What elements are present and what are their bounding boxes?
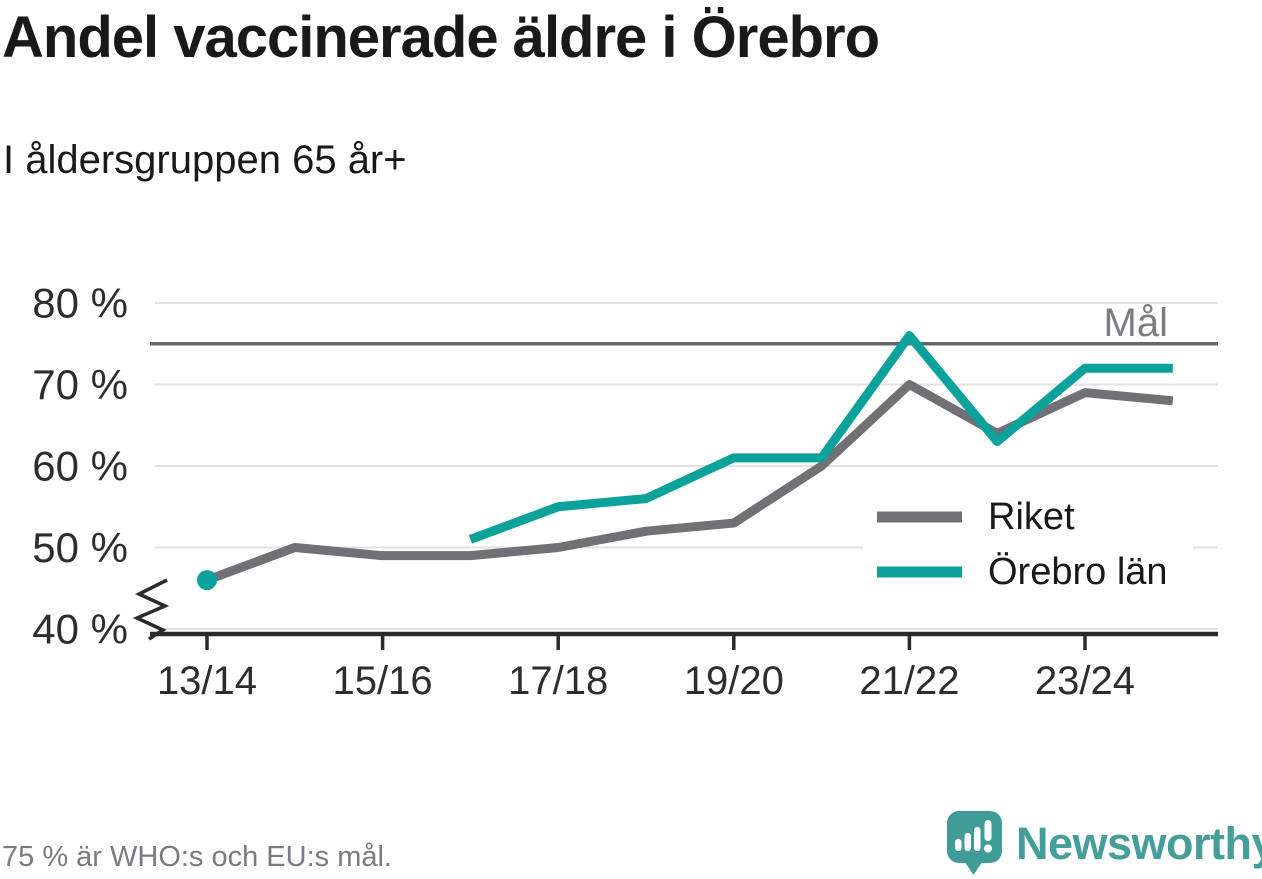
goal-label: Mål xyxy=(1104,301,1168,345)
x-axis-label: 13/14 xyxy=(157,659,257,703)
x-axis-label: 23/24 xyxy=(1035,659,1135,703)
legend-swatch xyxy=(877,511,962,523)
series-point-örebro-län xyxy=(197,570,217,591)
brand-name: Newsworthy xyxy=(1016,817,1262,869)
axis-break-icon xyxy=(132,578,170,641)
legend-label: Örebro län xyxy=(988,551,1168,593)
series-line-örebro-län xyxy=(468,331,1173,544)
legend-swatch xyxy=(877,566,962,578)
footer-note: 75 % är WHO:s och EU:s mål. xyxy=(2,841,392,873)
y-axis-label: 80 % xyxy=(32,280,128,327)
y-axis-label: 50 % xyxy=(32,524,128,571)
x-axis-label: 15/16 xyxy=(333,659,433,703)
newsworthy-icon xyxy=(947,811,1002,875)
y-axis-label: 40 % xyxy=(32,606,128,653)
chart-title: Andel vaccinerade äldre i Örebro xyxy=(2,5,880,70)
chart-subtitle: I åldersgruppen 65 år+ xyxy=(3,138,407,182)
x-axis-label: 21/22 xyxy=(859,659,959,703)
x-axis-label: 17/18 xyxy=(508,659,608,703)
y-axis-label: 70 % xyxy=(32,361,128,408)
legend-background xyxy=(863,490,1193,602)
x-axis-label: 19/20 xyxy=(684,659,784,703)
y-axis-label: 60 % xyxy=(32,443,128,490)
legend-label: Riket xyxy=(988,496,1075,538)
brand-logo: Newsworthy xyxy=(946,810,1262,876)
line-chart: 40 % 50 % 60 % 70 % 80 % Mål 13/14 15/16 17/18 19… xyxy=(32,280,1218,703)
